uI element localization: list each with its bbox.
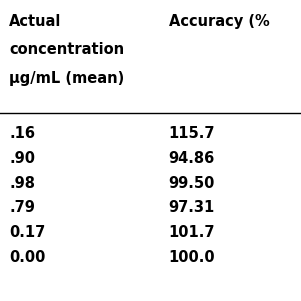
Text: 94.86: 94.86: [169, 151, 215, 166]
Text: .79: .79: [9, 200, 35, 216]
Text: 100.0: 100.0: [169, 250, 215, 265]
Text: .90: .90: [9, 151, 35, 166]
Text: μg/mL (mean): μg/mL (mean): [9, 71, 124, 86]
Text: 97.31: 97.31: [169, 200, 215, 216]
Text: .98: .98: [9, 176, 35, 191]
Text: concentration: concentration: [9, 42, 124, 57]
Text: 101.7: 101.7: [169, 225, 215, 240]
Text: 0.17: 0.17: [9, 225, 45, 240]
Text: 99.50: 99.50: [169, 176, 215, 191]
Text: Actual: Actual: [9, 14, 61, 29]
Text: 0.00: 0.00: [9, 250, 45, 265]
Text: Accuracy (%: Accuracy (%: [169, 14, 269, 29]
Text: 115.7: 115.7: [169, 126, 215, 141]
Text: .16: .16: [9, 126, 35, 141]
